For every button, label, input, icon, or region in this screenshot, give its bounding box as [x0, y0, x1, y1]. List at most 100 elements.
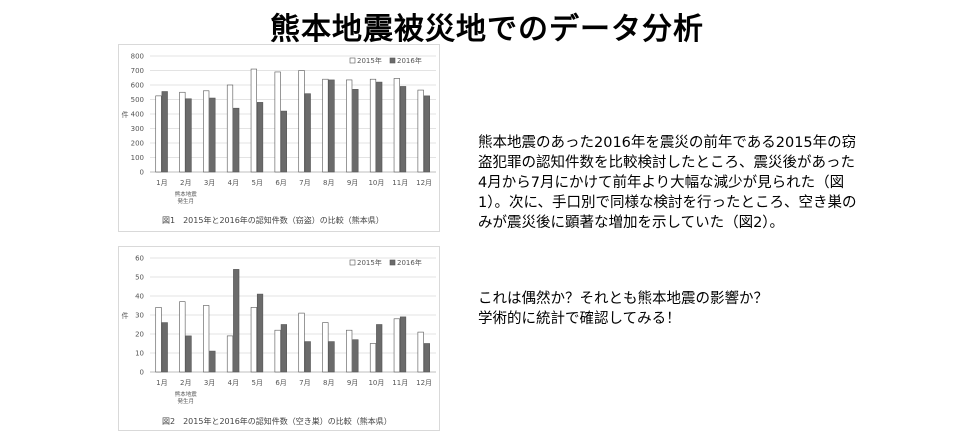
bar-2016年-11月 [399, 86, 407, 173]
bar-2015年-4月 [226, 335, 234, 373]
bar-2016年-7月 [304, 93, 311, 173]
bar-2015年-12月 [417, 331, 424, 373]
bar-2015年-8月 [322, 322, 329, 373]
y-tick-label: 50 [135, 274, 144, 282]
y-tick-label: 700 [131, 67, 144, 75]
x-tick-label: 6月 [275, 379, 286, 387]
x-tick-label: 12月 [416, 379, 432, 387]
chart-caption: 図2 2015年と2016年の認知件数（空き巣）の比較（熊本県） [162, 416, 392, 426]
x-tick-label: 2月 [180, 179, 191, 187]
bar-2016年-2月 [185, 98, 192, 173]
bar-2015年-11月 [393, 318, 400, 373]
x-tick-label: 3月 [204, 379, 215, 387]
bar-2016年-11月 [399, 316, 407, 373]
paragraph-text: 熊本地震のあった2016年を震災の前年である2015年の窃盗犯罪の認知件数を比較… [478, 135, 857, 231]
bar-2015年-11月 [393, 78, 400, 173]
x-tick-label: 7月 [299, 179, 310, 187]
x-tick-label: 8月 [323, 379, 334, 387]
closing-text: 学術的に統計で確認してみる！ [478, 311, 681, 327]
bar-2016年-2月 [185, 335, 192, 373]
y-tick-label: 300 [131, 125, 144, 133]
legend-swatch [349, 259, 356, 266]
bar-2015年-7月 [298, 70, 305, 173]
analysis-paragraph: 熊本地震のあった2016年を震災の前年である2015年の窃盗犯罪の認知件数を比較… [478, 133, 858, 233]
bar-2016年-9月 [352, 339, 359, 373]
y-tick-label: 0 [140, 369, 144, 377]
bar-2016年-5月 [256, 293, 264, 373]
y-tick-label: 30 [135, 312, 144, 320]
bar-2015年-3月 [203, 90, 210, 173]
y-tick-label: 200 [131, 140, 144, 148]
y-tick-label: 100 [131, 154, 144, 162]
x-tick-label: 11月 [392, 379, 408, 387]
y-tick-label: 400 [131, 111, 144, 119]
x-tick-label: 6月 [275, 179, 286, 187]
legend-swatch [389, 259, 396, 266]
bar-2016年-8月 [328, 341, 335, 373]
legend-label: 2016年 [397, 56, 422, 65]
x-axis-label-line2: 発生月 [177, 397, 194, 405]
bar-2016年-3月 [209, 350, 216, 373]
x-tick-label: 4月 [228, 379, 239, 387]
x-tick-label: 8月 [323, 179, 334, 187]
y-axis-label: 件 [122, 311, 129, 320]
y-tick-label: 600 [131, 82, 144, 90]
bar-2015年-1月 [155, 307, 162, 373]
question-block: これは偶然か？それとも熊本地震の影響か？ 学術的に統計で確認してみる！ [478, 289, 858, 329]
bar-2015年-4月 [226, 84, 234, 173]
legend-label: 2016年 [397, 258, 422, 267]
x-tick-label: 10月 [368, 379, 384, 387]
x-tick-label: 4月 [228, 179, 239, 187]
bar-2016年-10月 [376, 324, 383, 373]
bar-2015年-10月 [369, 78, 377, 173]
y-tick-label: 60 [135, 255, 144, 263]
bar-2016年-12月 [423, 343, 430, 373]
bar-2015年-5月 [250, 68, 257, 173]
bar-2016年-9月 [352, 89, 359, 173]
y-tick-label: 20 [135, 331, 144, 339]
y-tick-label: 10 [135, 350, 144, 358]
bar-2016年-10月 [376, 81, 383, 173]
bar-2015年-6月 [274, 71, 281, 173]
legend-swatch [349, 57, 356, 64]
x-tick-label: 3月 [204, 179, 215, 187]
bar-2015年-9月 [346, 79, 353, 173]
legend-swatch [389, 57, 396, 64]
bar-2016年-4月 [233, 107, 240, 173]
bar-2016年-6月 [280, 110, 287, 173]
bar-2015年-2月 [179, 301, 186, 373]
x-axis-label-line1: 熊本地震 [175, 190, 198, 198]
y-axis-label: 件 [122, 110, 129, 119]
bar-2015年-12月 [417, 89, 424, 173]
x-axis-label-line2: 発生月 [177, 197, 194, 205]
x-tick-label: 5月 [252, 379, 263, 387]
x-tick-label: 7月 [299, 379, 310, 387]
bar-2015年-7月 [298, 312, 305, 373]
bar-2015年-1月 [155, 95, 162, 173]
bar-2016年-1月 [161, 322, 168, 373]
bar-2015年-8月 [322, 78, 329, 173]
x-tick-label: 9月 [347, 379, 358, 387]
bar-2016年-12月 [423, 95, 430, 173]
chart-burglary: 0 10 20 30 40 50 60 件 1月 2月 3月 4月 5月 6月 7月 8月 9月 10月 11月 12… [118, 246, 440, 431]
bar-2016年-7月 [304, 341, 311, 373]
bar-2016年-8月 [328, 79, 335, 173]
bar-2015年-2月 [179, 91, 186, 173]
bar-2016年-5月 [256, 102, 264, 173]
y-tick-label: 0 [140, 169, 144, 177]
chart-theft: 0 100 200 300 400 500 600 700 800 件 1月 2月 3月 4月 5月 6月 7月… [118, 44, 440, 232]
x-tick-label: 5月 [252, 179, 263, 187]
bar-2015年-10月 [369, 343, 377, 373]
bar-2015年-3月 [203, 305, 210, 373]
bar-2016年-3月 [209, 97, 216, 173]
legend-label: 2015年 [357, 258, 382, 267]
bar-2015年-5月 [250, 307, 257, 373]
bar-2016年-4月 [233, 269, 240, 373]
x-tick-label: 12月 [416, 179, 432, 187]
chart-theft-svg: 0 100 200 300 400 500 600 700 800 件 1月 2月 3月 4月 5月 6月 7月… [118, 44, 440, 232]
bar-2016年-6月 [280, 324, 287, 373]
x-tick-label: 2月 [180, 379, 191, 387]
x-tick-label: 10月 [368, 179, 384, 187]
y-tick-label: 500 [131, 96, 144, 104]
y-tick-label: 800 [131, 53, 144, 61]
